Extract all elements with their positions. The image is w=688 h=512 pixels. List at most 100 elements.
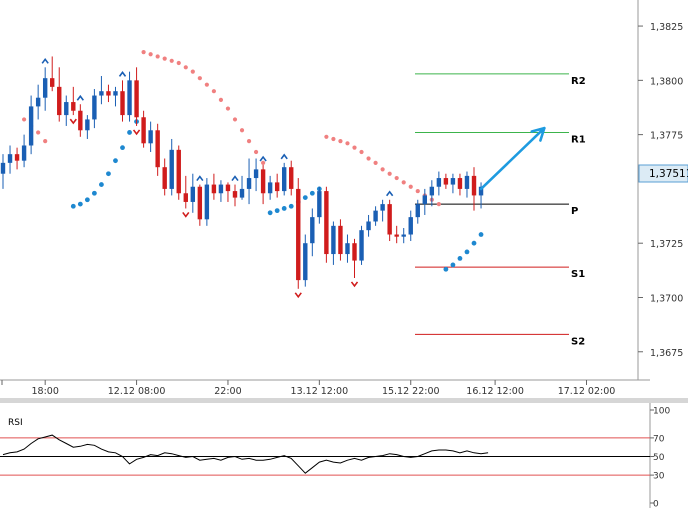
sar-dot [218, 97, 224, 102]
candle-body [436, 178, 442, 187]
candle-body [401, 234, 406, 237]
sar-dot [478, 232, 484, 237]
rsi-tick-label: 70 [653, 434, 665, 444]
projection-arrow-shaft [479, 126, 546, 191]
candle-body [239, 188, 245, 198]
candle-body [0, 162, 6, 174]
sar-dot [338, 139, 343, 144]
candle-body [35, 97, 41, 107]
sar-dot [162, 56, 167, 61]
sar-dot [127, 130, 132, 135]
projection-arrow-head [530, 126, 546, 142]
candle-body [7, 154, 13, 163]
sar-dot [91, 190, 97, 196]
sar-dot [373, 160, 378, 165]
candle-body [14, 154, 20, 161]
candle-body [274, 182, 280, 192]
candle-body [464, 175, 470, 189]
candle-body [106, 91, 111, 96]
fractal-up-marker [76, 94, 84, 101]
candle-body [113, 91, 118, 96]
sar-dot [302, 195, 308, 201]
sar-dot [148, 52, 153, 57]
sar-dot [113, 158, 118, 164]
candle-body [183, 193, 188, 202]
price-tick-label: 1,3725 [650, 239, 683, 250]
price-tick-label: 1,3825 [650, 22, 683, 33]
candle-body [429, 186, 435, 196]
candle-body [21, 145, 27, 161]
panel-separator[interactable] [0, 398, 688, 403]
candle-body [134, 80, 139, 118]
candle-body [232, 191, 238, 198]
pivot-label: S2 [571, 336, 585, 347]
sar-dot [246, 139, 252, 144]
fractal-markers [41, 57, 394, 299]
sar-dot [225, 106, 231, 111]
sar-dot [21, 117, 27, 122]
candle-body [282, 167, 287, 192]
candle-body [141, 117, 146, 144]
sar-dot [155, 54, 160, 59]
fractal-down-marker [294, 292, 302, 299]
candle-body [176, 149, 181, 194]
sar-dot [471, 240, 477, 246]
candle-body [471, 175, 477, 196]
candle-body [78, 110, 83, 131]
current-price-label: 1,37511 [649, 168, 688, 180]
fractal-down-marker [350, 281, 359, 288]
sar-dot [366, 156, 371, 161]
sar-dot [176, 60, 181, 66]
candle-body [169, 149, 174, 189]
candle-body [64, 102, 69, 116]
price-axis: 1,3825 1,3800 1,3775 1,3725 1,3700 1,3675 [638, 22, 683, 359]
rsi-line [2, 434, 489, 474]
candle-body [366, 221, 371, 231]
candle-body [394, 234, 399, 237]
candle-body [338, 225, 343, 255]
candle-body [310, 217, 315, 244]
fractal-up-marker [118, 71, 127, 77]
rsi-tick-label: 50 [653, 453, 665, 463]
fractal-up-marker [386, 190, 394, 197]
sar-dot [288, 203, 294, 209]
rsi-title: RSI [8, 418, 23, 428]
fractal-up-marker [280, 153, 288, 160]
price-tick-label: 1,3800 [650, 76, 683, 87]
candle-body [148, 130, 153, 144]
sar-dot [394, 175, 399, 181]
time-tick-label: 15.12 22:00 [382, 386, 440, 397]
parabolic-sar-dots [21, 50, 484, 272]
fractal-down-marker [182, 211, 190, 218]
sar-dot [359, 149, 364, 155]
candle-body [85, 119, 90, 131]
rsi-levels [0, 437, 650, 476]
sar-dot [267, 210, 273, 216]
sar-dot [436, 202, 441, 207]
sar-dot [106, 171, 111, 177]
sar-dot [331, 136, 336, 142]
sar-dot [281, 206, 287, 211]
sar-dot [450, 262, 456, 268]
time-tick-label: 16.12 12:00 [466, 386, 524, 397]
candle-body [415, 204, 420, 218]
time-tick-label: 13.12 12:00 [291, 386, 349, 397]
fractal-up-marker [231, 175, 239, 182]
candle-body [387, 204, 392, 235]
sar-dot [443, 266, 449, 272]
fractal-up-marker [41, 57, 49, 64]
rsi-tick-label: 100 [653, 407, 670, 417]
fractal-up-marker [259, 155, 267, 162]
sar-dot [408, 184, 413, 189]
candle-body [345, 243, 350, 255]
pivot-levels: R2 R1 P S1 S2 [415, 73, 586, 347]
candle-body [450, 178, 456, 185]
candle-body [92, 95, 97, 120]
sar-dot [239, 128, 245, 133]
candle-body [246, 178, 252, 189]
time-tick-label: 12.12 08:00 [108, 386, 166, 397]
rsi-axis: 100 70 50 30 0 [650, 407, 670, 510]
fractal-down-marker [132, 129, 141, 136]
candle-body [422, 195, 427, 205]
